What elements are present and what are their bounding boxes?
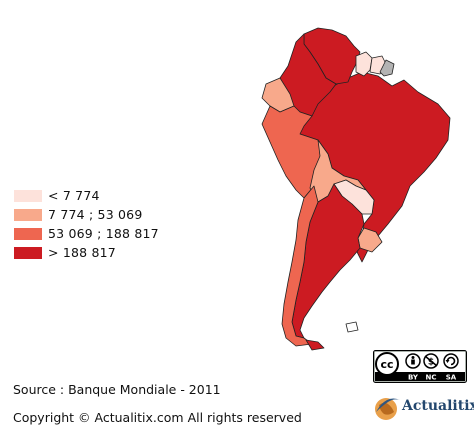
by-label: BY bbox=[408, 374, 419, 382]
legend-swatch bbox=[14, 208, 42, 221]
sa-label: SA bbox=[446, 374, 457, 382]
svg-text:$: $ bbox=[428, 358, 434, 368]
svg-text:cc: cc bbox=[380, 358, 393, 371]
legend-label: 53 069 ; 188 817 bbox=[48, 226, 159, 241]
cc-icon: cc bbox=[375, 352, 399, 376]
legend-item-4: > 188 817 bbox=[14, 243, 159, 262]
legend-swatch bbox=[14, 189, 42, 202]
source-note: Source : Banque Mondiale - 2011 bbox=[13, 382, 221, 397]
country-french-guiana[interactable] bbox=[379, 59, 395, 77]
nc-icon: $ bbox=[423, 353, 439, 369]
legend-label: < 7 774 bbox=[48, 188, 100, 203]
island-tierra-del-fuego bbox=[305, 339, 325, 351]
legend-item-2: 7 774 ; 53 069 bbox=[14, 205, 159, 224]
globe-icon bbox=[375, 398, 400, 420]
legend-label: > 188 817 bbox=[48, 245, 116, 260]
by-icon bbox=[405, 353, 421, 369]
actualitix-logo[interactable]: Actualitix bbox=[372, 392, 474, 424]
copyright-note: Copyright © Actualitix.com All rights re… bbox=[13, 410, 302, 425]
country-colombia[interactable] bbox=[279, 33, 337, 117]
legend-item-3: 53 069 ; 188 817 bbox=[14, 224, 159, 243]
country-chile[interactable] bbox=[281, 185, 319, 347]
legend-label: 7 774 ; 53 069 bbox=[48, 207, 143, 222]
island-falklands bbox=[345, 321, 359, 333]
cc-license-badge[interactable]: cc $ BY NC SA bbox=[373, 350, 467, 383]
brand-name: Actualitix bbox=[402, 398, 474, 414]
legend-item-1: < 7 774 bbox=[14, 186, 159, 205]
country-guyana[interactable] bbox=[355, 51, 373, 77]
nc-label: NC bbox=[426, 374, 437, 382]
sa-icon bbox=[443, 353, 459, 369]
legend-swatch bbox=[14, 227, 42, 240]
legend-swatch bbox=[14, 246, 42, 259]
map-legend: < 7 774 7 774 ; 53 069 53 069 ; 188 817 … bbox=[14, 186, 159, 262]
